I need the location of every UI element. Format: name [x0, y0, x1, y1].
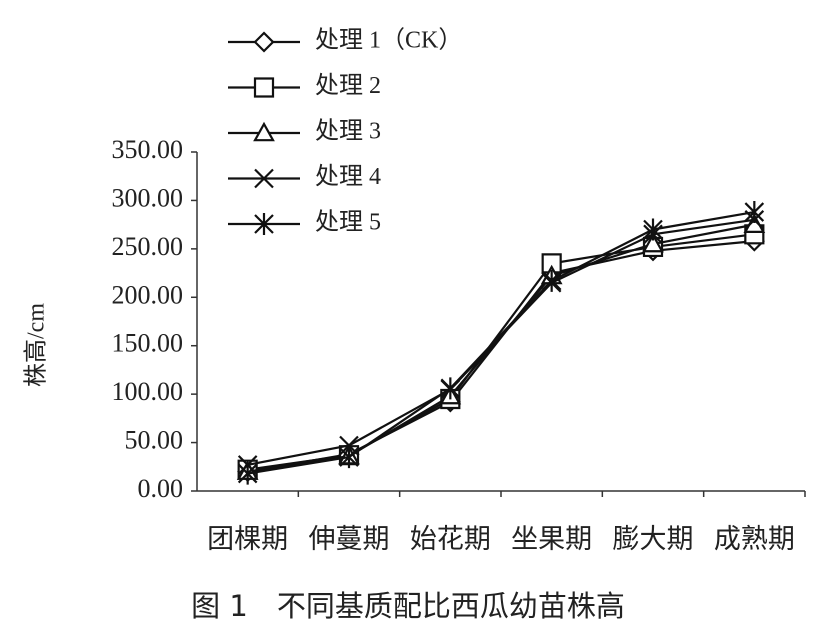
x-tick-label: 膨大期 [613, 524, 694, 554]
y-tick-label: 350.00 [112, 135, 184, 164]
marker [339, 446, 359, 469]
legend-label: 处理 2 [315, 72, 381, 99]
y-tick-label: 100.00 [112, 377, 184, 406]
x-tick-label: 始花期 [410, 524, 491, 554]
y-axis-label: 株高/cm [23, 303, 50, 387]
marker [253, 77, 275, 98]
y-tick-label: 50.00 [125, 426, 184, 455]
marker [642, 232, 664, 253]
marker [440, 377, 461, 400]
chart-title: 图 1 不同基质配比西瓜幼苗株高 [191, 589, 625, 623]
x-tick-label: 伸蔓期 [309, 524, 390, 554]
marker [254, 213, 274, 235]
marker [541, 269, 562, 292]
y-tick-label: 200.00 [112, 280, 184, 309]
series-line [247, 240, 755, 473]
y-tick-label: 0.00 [138, 474, 184, 503]
marker [254, 168, 274, 189]
x-tick-label: 成熟期 [714, 524, 795, 554]
x-tick-label: 坐果期 [511, 524, 592, 554]
y-tick-label: 300.00 [112, 183, 184, 212]
legend-label: 处理 4 [315, 163, 381, 190]
x-tick-label: 团棵期 [207, 524, 288, 554]
marker [744, 201, 765, 224]
y-tick-label: 150.00 [112, 329, 184, 358]
y-tick-label: 250.00 [112, 232, 184, 261]
legend-label: 处理 1（CK） [315, 27, 462, 54]
series-line [247, 218, 755, 466]
series-line [247, 223, 755, 473]
marker [253, 31, 275, 53]
legend-label: 处理 3 [315, 118, 381, 145]
marker [643, 218, 663, 241]
marker [237, 462, 258, 485]
series-line [247, 233, 755, 471]
marker [253, 121, 275, 142]
series-line [247, 210, 755, 475]
legend-label: 处理 5 [315, 209, 381, 236]
